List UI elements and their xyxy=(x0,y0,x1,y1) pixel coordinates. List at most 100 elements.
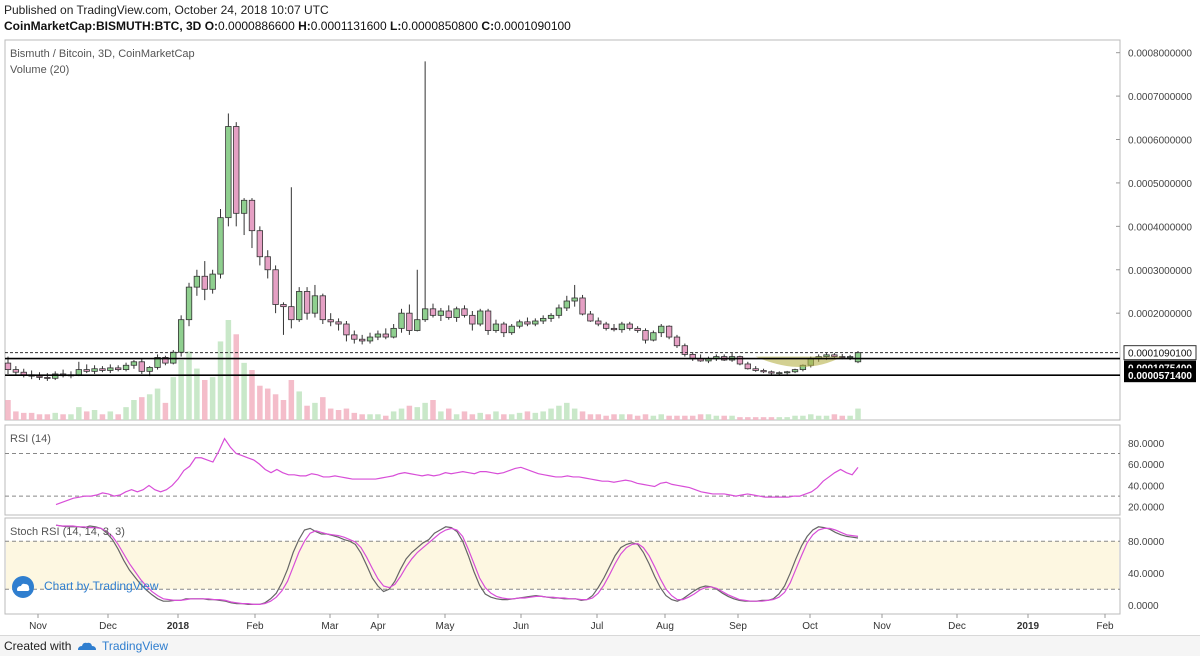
candle-body[interactable] xyxy=(327,319,334,323)
candle-body[interactable] xyxy=(461,308,468,316)
candle-body[interactable] xyxy=(673,336,681,347)
candle-body[interactable] xyxy=(414,319,421,331)
candle-body[interactable] xyxy=(311,295,319,314)
candle-body[interactable] xyxy=(52,373,59,379)
candle-body[interactable] xyxy=(296,291,303,321)
candle-body[interactable] xyxy=(453,308,460,318)
candle-body[interactable] xyxy=(406,312,413,331)
candle-body[interactable] xyxy=(768,371,775,374)
candle-body[interactable] xyxy=(115,367,122,371)
candle-body[interactable] xyxy=(107,367,114,371)
candle-body[interactable] xyxy=(634,327,641,331)
candle-body[interactable] xyxy=(445,310,452,318)
candle-body[interactable] xyxy=(146,367,153,372)
candle-body[interactable] xyxy=(91,368,98,372)
candle-body[interactable] xyxy=(555,307,563,316)
candle-body[interactable] xyxy=(508,325,515,334)
candle-body[interactable] xyxy=(602,323,610,329)
candle-body[interactable] xyxy=(492,323,500,331)
candle-body[interactable] xyxy=(776,372,783,375)
candle-body[interactable] xyxy=(209,273,216,290)
candle-body[interactable] xyxy=(398,312,405,329)
candle-body[interactable] xyxy=(122,364,130,371)
candle-body[interactable] xyxy=(547,314,555,319)
candle-body[interactable] xyxy=(429,308,437,316)
candle-body[interactable] xyxy=(201,275,208,290)
candle-body[interactable] xyxy=(303,291,311,314)
candle-body[interactable] xyxy=(335,321,342,325)
candle-body[interactable] xyxy=(500,323,507,334)
candle-body[interactable] xyxy=(791,369,799,373)
candle-body[interactable] xyxy=(130,361,138,366)
candle-body[interactable] xyxy=(138,361,145,372)
candle-body[interactable] xyxy=(784,371,791,374)
candle-body[interactable] xyxy=(280,304,287,308)
candle-body[interactable] xyxy=(162,357,169,364)
candle-body[interactable] xyxy=(177,319,185,353)
candle-series[interactable] xyxy=(4,61,862,381)
candle-body[interactable] xyxy=(170,351,177,364)
candle-body[interactable] xyxy=(823,354,830,357)
candle-body[interactable] xyxy=(595,320,602,325)
candle-body[interactable] xyxy=(587,313,594,322)
candle-body[interactable] xyxy=(319,295,326,321)
candle-body[interactable] xyxy=(390,327,397,338)
candle-body[interactable] xyxy=(421,308,429,321)
candle-body[interactable] xyxy=(846,356,854,358)
candle-body[interactable] xyxy=(382,333,389,338)
candle-body[interactable] xyxy=(571,297,578,302)
stoch-d-line[interactable] xyxy=(55,524,859,606)
candle-body[interactable] xyxy=(477,310,484,325)
stoch-rsi-pane[interactable]: 80.0000 40.0000 0.0000 xyxy=(5,524,1165,612)
candle-body[interactable] xyxy=(12,369,20,373)
candle-body[interactable] xyxy=(736,356,744,365)
candle-body[interactable] xyxy=(658,325,665,334)
candle-body[interactable] xyxy=(366,336,374,342)
candle-body[interactable] xyxy=(272,269,279,305)
candle-body[interactable] xyxy=(540,317,547,322)
candle-body[interactable] xyxy=(193,275,201,288)
candle-body[interactable] xyxy=(44,377,51,379)
candle-body[interactable] xyxy=(288,306,295,321)
candle-body[interactable] xyxy=(524,321,531,325)
candle-body[interactable] xyxy=(264,256,271,271)
candle-body[interactable] xyxy=(185,286,193,321)
candle-body[interactable] xyxy=(256,230,264,258)
candle-body[interactable] xyxy=(681,345,689,355)
candle-body[interactable] xyxy=(240,199,248,214)
candle-body[interactable] xyxy=(233,126,240,214)
candle-body[interactable] xyxy=(4,362,12,371)
candle-body[interactable] xyxy=(854,352,862,363)
candle-body[interactable] xyxy=(99,368,106,371)
candle-body[interactable] xyxy=(665,325,673,338)
candle-body[interactable] xyxy=(744,363,751,370)
candle-body[interactable] xyxy=(626,323,633,329)
candle-body[interactable] xyxy=(359,338,366,342)
candle-body[interactable] xyxy=(83,369,90,372)
candle-body[interactable] xyxy=(225,126,232,219)
candle-body[interactable] xyxy=(217,217,224,275)
candle-body[interactable] xyxy=(248,199,256,232)
candle-body[interactable] xyxy=(516,321,523,327)
candle-body[interactable] xyxy=(484,310,492,331)
candle-body[interactable] xyxy=(618,323,626,331)
tradingview-brand-link[interactable]: TradingView xyxy=(102,639,169,653)
candle-body[interactable] xyxy=(752,368,759,371)
candle-body[interactable] xyxy=(75,369,82,376)
candle-body[interactable] xyxy=(642,330,649,341)
candle-body[interactable] xyxy=(650,332,657,341)
candle-body[interactable] xyxy=(437,310,445,316)
candle-body[interactable] xyxy=(469,314,476,325)
candle-body[interactable] xyxy=(760,370,767,373)
candle-body[interactable] xyxy=(610,327,618,331)
candle-body[interactable] xyxy=(532,320,539,325)
rsi-line[interactable] xyxy=(55,437,859,506)
candle-body[interactable] xyxy=(579,297,586,315)
candle-body[interactable] xyxy=(343,323,350,336)
candle-body[interactable] xyxy=(154,357,161,368)
candle-body[interactable] xyxy=(351,334,358,340)
candle-body[interactable] xyxy=(563,300,570,309)
candle-body[interactable] xyxy=(831,354,838,357)
rsi-pane[interactable]: 80.0000 60.0000 40.0000 20.0000 xyxy=(5,437,1165,514)
